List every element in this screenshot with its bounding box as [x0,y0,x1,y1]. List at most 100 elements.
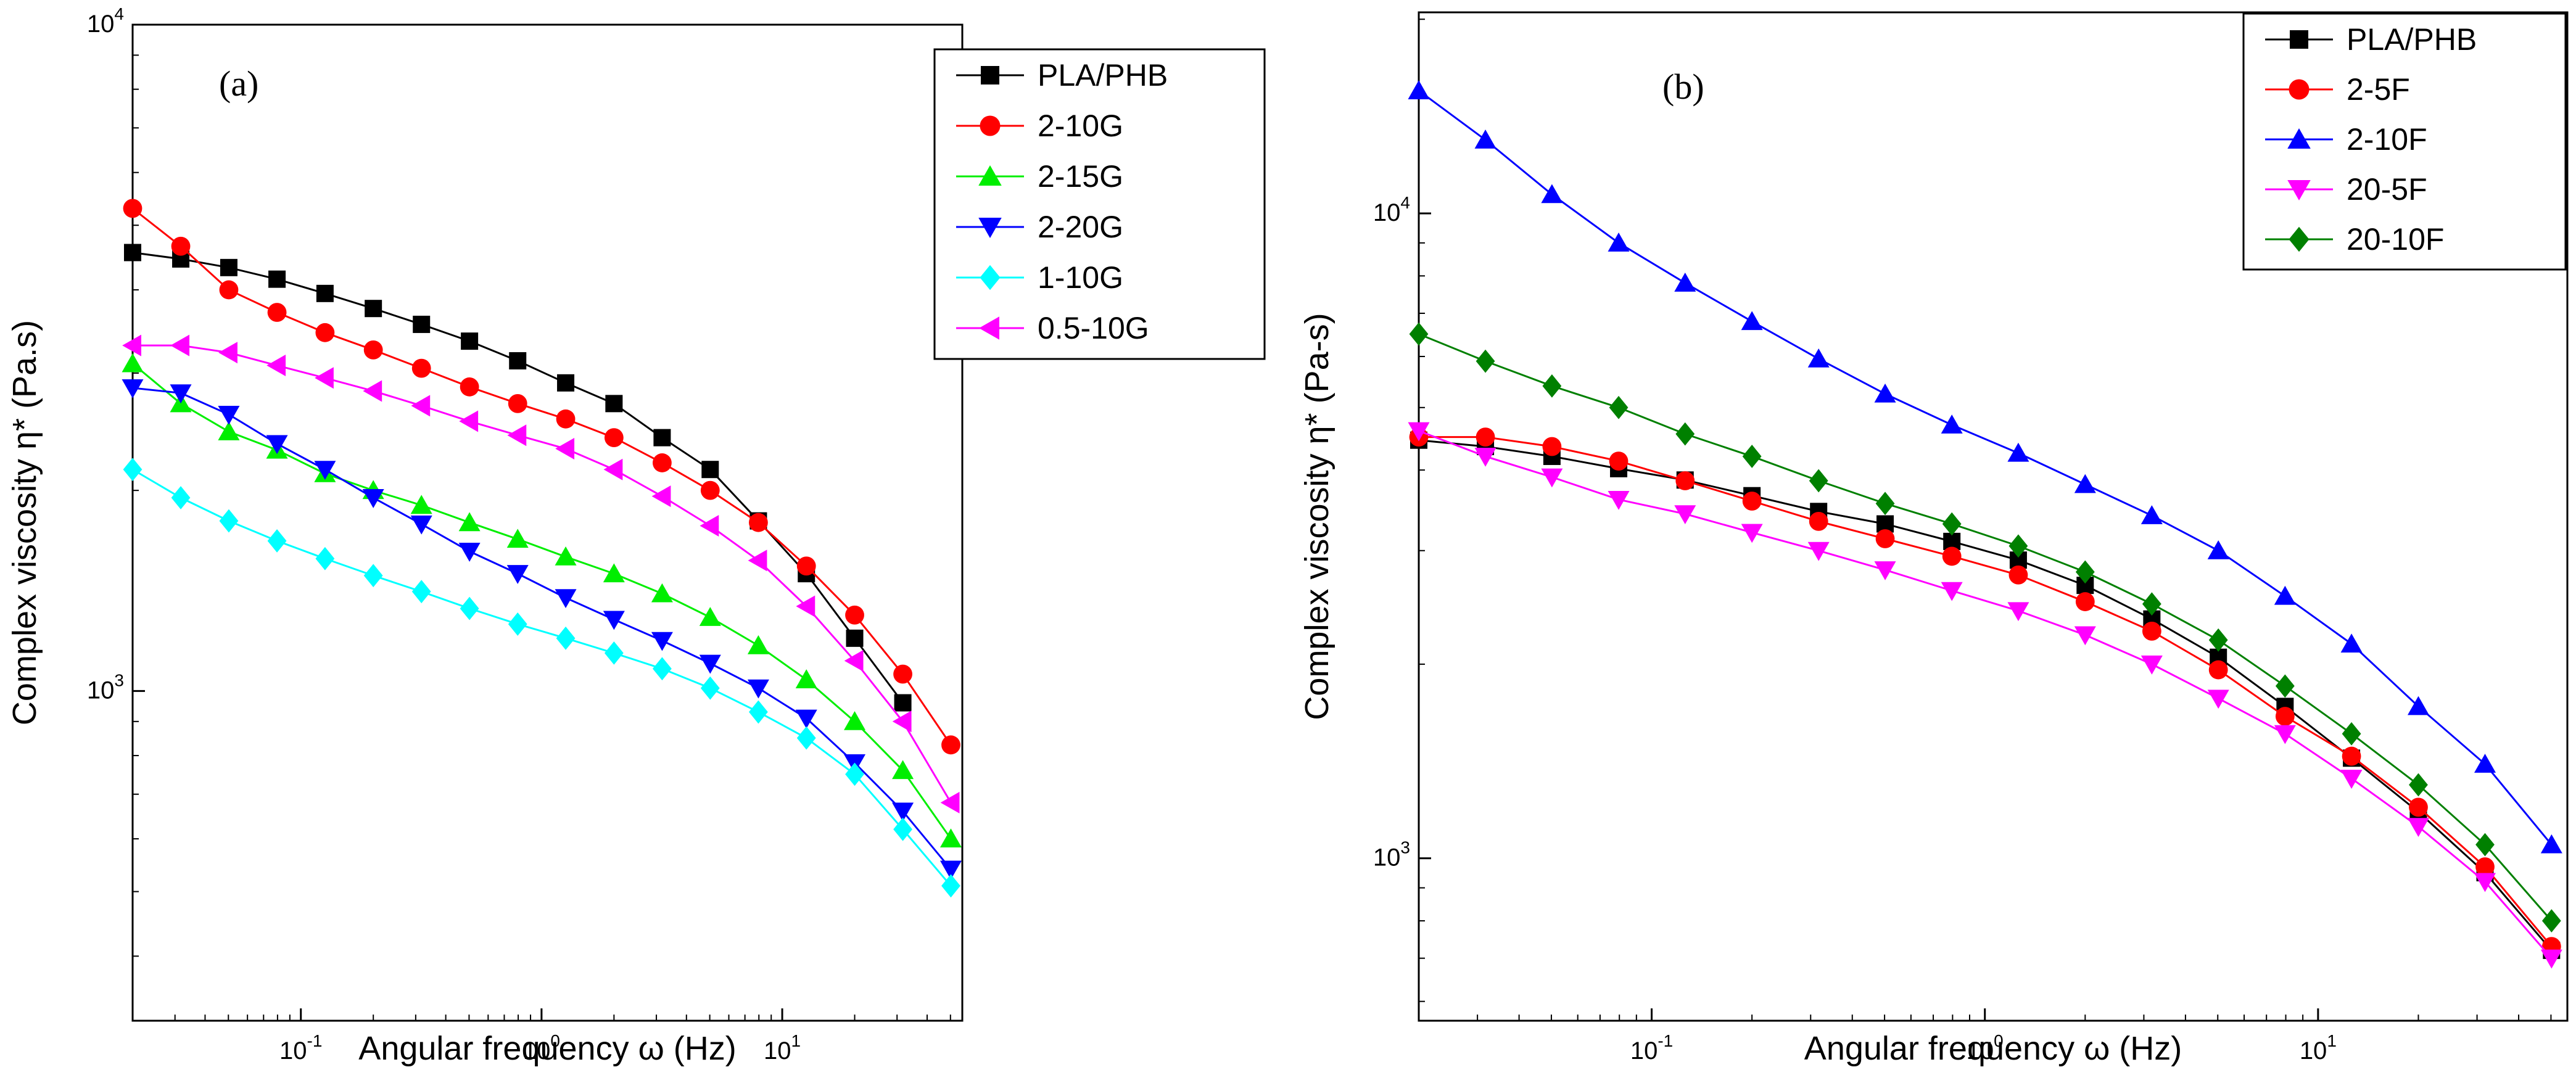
data-point [411,395,431,417]
data-point [892,802,914,822]
data-point [2409,773,2428,797]
legend-marker [2289,226,2310,252]
data-point [653,429,671,447]
series-line [1418,439,2553,951]
data-point [315,323,335,342]
data-point [1476,349,1495,373]
data-point [939,828,962,848]
panel-b: 10-1 100 101 103 104 Angular frequency ω (Hz)… [1298,11,2569,1067]
series-0.5-10G [122,334,960,813]
data-point [363,564,383,588]
data-point [700,514,719,537]
series-line [1418,333,2553,922]
data-point [458,512,481,532]
data-point [1474,447,1496,467]
data-point [315,367,334,389]
legend-label: 2-15G [1038,159,1123,194]
data-point [2342,722,2361,746]
series-line [1418,89,2553,846]
data-point [1675,422,1695,446]
data-point [2008,565,2028,585]
data-point [410,515,432,535]
data-point [2140,655,2163,675]
data-point [2340,770,2363,789]
data-point [603,458,623,480]
data-point [1942,546,1962,566]
data-point [796,726,816,750]
data-point [2541,909,2561,933]
data-point [314,461,336,480]
data-point [1674,273,1696,292]
data-point [651,583,673,603]
data-point [2475,833,2495,857]
data-point [699,607,721,626]
data-point [893,817,912,841]
data-point [2074,474,2096,493]
legend-marker [978,165,1002,186]
data-point [2540,949,2562,969]
data-point [2075,592,2095,611]
x-tick-label: 101 [2300,1031,2337,1065]
x-tick-label: 101 [764,1031,801,1065]
series-2-5F [1409,427,2561,957]
y-axis-label: Complex viscosity η* (Pa-s) [1298,313,1335,720]
series-20-5F [1408,422,2562,969]
data-point [1608,490,1630,510]
data-point [1541,184,1563,204]
data-point [219,280,239,300]
data-point [1542,374,1562,398]
data-point [266,355,286,377]
data-point [2409,797,2428,817]
data-point [267,303,287,322]
panel-label: (b) [1662,67,1704,107]
y-tick-label: 104 [87,4,124,38]
data-point [1807,348,1830,368]
legend-label: 20-5F [2347,172,2427,207]
data-point [2540,834,2562,854]
data-point [220,258,237,276]
x-axis-label: Angular frequency ω (Hz) [1804,1030,2182,1067]
x-tick-label: 10-1 [279,1031,322,1065]
series-1-10G [123,458,960,898]
data-point [941,735,960,755]
data-point [795,669,817,688]
data-point [1541,468,1563,488]
data-point [171,236,191,256]
data-point [844,649,864,672]
data-point [219,509,239,533]
data-point [556,626,576,650]
data-point [557,374,575,392]
data-point [1807,542,1830,561]
data-point [1476,427,1495,447]
series-line [1418,430,2553,959]
legend-marker [980,265,1001,290]
data-point [1609,395,1629,419]
data-point [845,762,864,786]
legend-label: 1-10G [1038,260,1123,295]
legend-label: 2-5F [2347,72,2410,107]
series-2-10G [123,199,960,755]
data-point [747,635,769,654]
data-point [1675,471,1695,490]
data-point [1875,529,1895,548]
data-point [939,860,962,880]
data-point [651,632,673,651]
legend-box [933,48,1266,360]
data-point [700,480,720,500]
data-point [2074,626,2096,646]
data-point [795,709,817,729]
legend: PLA/PHB 2-5F 2-10F 20-5F 20-10F [2242,12,2567,271]
data-point [458,543,481,562]
data-point [2342,746,2361,766]
data-point [652,453,672,472]
data-point [894,694,912,712]
data-point [506,529,529,548]
data-point [2208,628,2228,652]
data-point [461,332,479,350]
plot-frame [131,23,964,1022]
panel-label: (a) [219,64,258,104]
data-point [748,550,767,572]
panel-a: 10-1 100 101 103 104 Angular frequency ω (Hz)… [6,4,1266,1067]
series-line [132,468,952,887]
